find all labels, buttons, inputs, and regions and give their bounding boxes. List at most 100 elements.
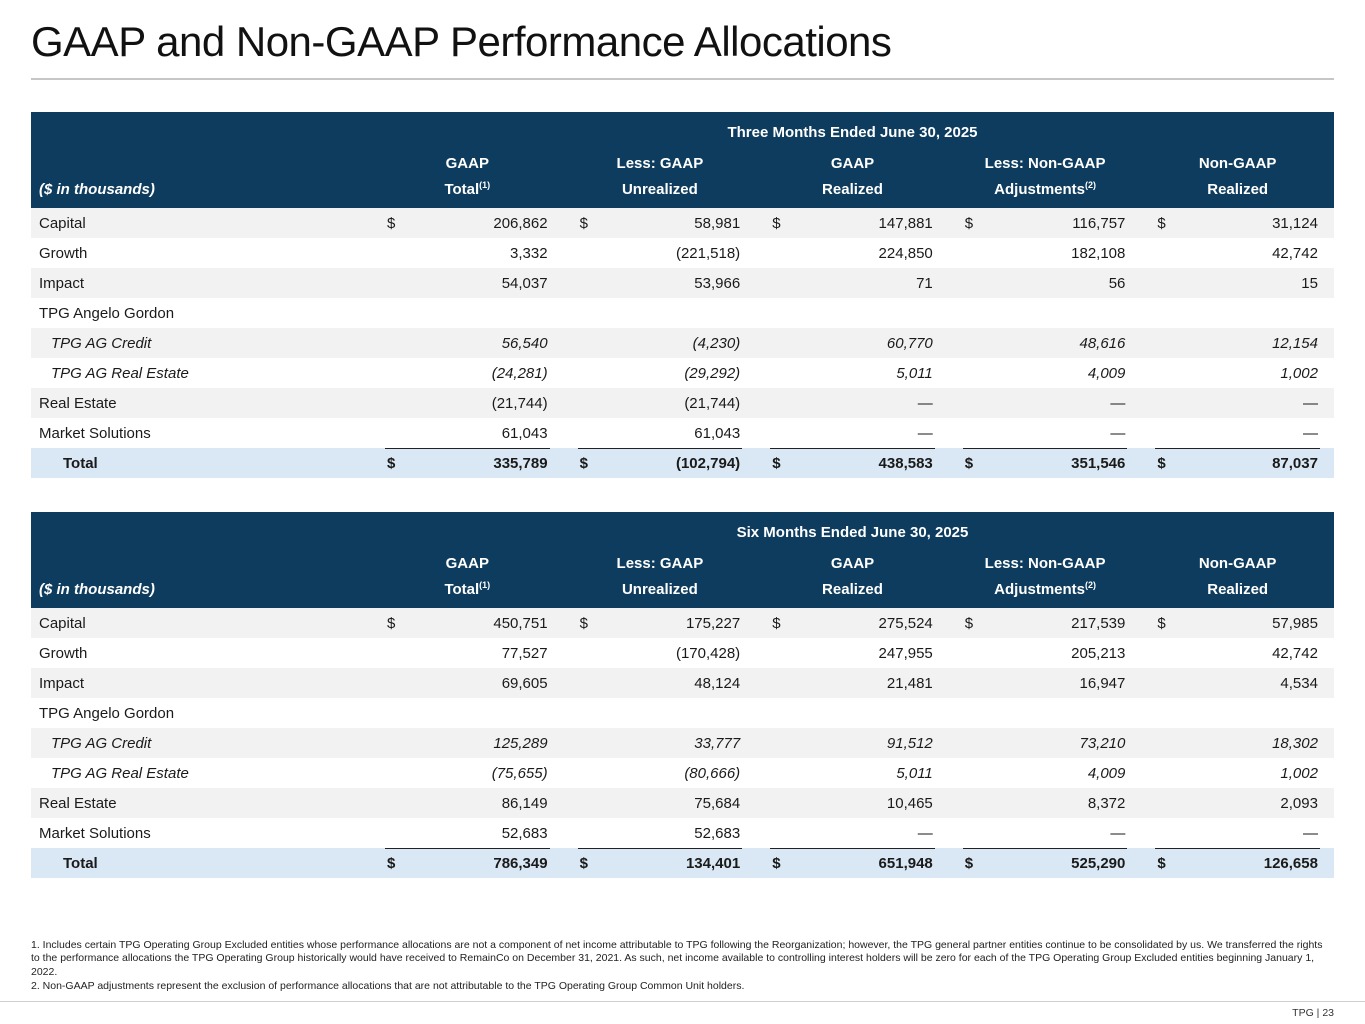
cell-value: 3,332 [510,244,548,262]
column-header: GAAP Realized [770,155,935,200]
value-cell: (21,744) [385,388,550,418]
column-header: GAAP Total(1) [385,555,550,600]
column-header: Non-GAAP Realized [1155,155,1320,200]
value-cell: 52,683 [578,818,743,848]
cell-value: 61,043 [501,424,548,442]
dollar-sign: $ [579,214,588,232]
cell-value: 52,683 [501,824,548,842]
value-cell: 3,332 [385,238,550,268]
value-cell: $335,789 [385,448,550,478]
value-cell: 2,093 [1155,788,1320,818]
value-cell: 4,534 [1155,668,1320,698]
column-header-line2: Unrealized [621,581,698,598]
footnote-marker: (2) [1085,580,1096,590]
value-cell [385,298,550,328]
cell-value: (170,428) [675,644,741,662]
value-cell: 86,149 [385,788,550,818]
cell-value: — [917,394,933,412]
title-divider [31,78,1334,80]
value-cell: $126,658 [1155,848,1320,878]
cell-value: 53,966 [694,274,741,292]
value-cell: — [770,388,935,418]
value-cell: $116,757 [963,208,1128,238]
value-cell: 61,043 [385,418,550,448]
dollar-sign: $ [964,214,974,232]
page-title: GAAP and Non-GAAP Performance Allocation… [31,18,892,65]
value-cell: (80,666) [578,758,743,788]
value-cell: 182,108 [963,238,1128,268]
table-period-title: Six Months Ended June 30, 2025 [736,524,969,541]
column-header-line1: Non-GAAP [1198,155,1277,172]
dollar-sign: $ [964,614,974,632]
value-cell: (170,428) [578,638,743,668]
value-cell: 69,605 [385,668,550,698]
row-label: Growth [39,244,88,262]
value-cell: $450,751 [385,608,550,638]
value-cell: — [1155,418,1320,448]
value-cell: (24,281) [385,358,550,388]
units-label: ($ in thousands) [39,581,155,598]
column-header: Less: Non-GAAP Adjustments(2) [963,555,1128,600]
dollar-sign: $ [1157,455,1166,472]
value-cell: 18,302 [1155,728,1320,758]
cell-value: 5,011 [896,764,933,782]
value-cell: 42,742 [1155,238,1320,268]
dollar-sign: $ [1157,614,1166,632]
value-cell [770,698,935,728]
cell-value: (21,744) [684,394,741,412]
value-cell: 12,154 [1155,328,1320,358]
value-cell: (21,744) [578,388,743,418]
table-header: Three Months Ended June 30, 2025 ($ in th… [31,112,1334,208]
cell-value: 91,512 [886,734,933,752]
value-cell: $351,546 [962,448,1128,478]
cell-value: 1,002 [1280,764,1318,782]
cell-value: 335,789 [493,455,548,472]
total-row: Total $786,349 $134,401 $651,948 $525,290 $12… [31,848,1334,878]
value-cell: $87,037 [1155,448,1320,478]
cell-value: (29,292) [684,364,741,382]
cell-value: 4,009 [1087,364,1126,382]
column-header-line1: Non-GAAP [1198,555,1277,572]
row-label: TPG Angelo Gordon [39,704,175,722]
page-footer: TPG | 23 [1292,1007,1334,1019]
value-cell: 1,002 [1155,758,1320,788]
cell-value: 438,583 [878,455,933,472]
table-row: Market Solutions 52,683 52,683 — — — [31,818,1334,848]
cell-value: 116,757 [1072,214,1126,232]
dollar-sign: $ [964,455,974,472]
cell-value: 15 [1301,274,1318,292]
value-cell: 77,527 [385,638,550,668]
column-header: GAAP Total(1) [385,155,550,200]
value-cell: $57,985 [1155,608,1320,638]
value-cell: $275,524 [770,608,935,638]
value-cell: (75,655) [385,758,550,788]
value-cell: $134,401 [577,848,743,878]
column-header-line2: Realized [822,181,883,198]
row-label: Real Estate [39,794,117,812]
cell-value: 77,527 [501,644,548,662]
row-label: TPG AG Credit [51,734,152,752]
cell-value: 54,037 [501,274,548,292]
value-cell: 52,683 [385,818,550,848]
cell-value: — [1302,394,1318,412]
dollar-sign: $ [579,455,588,472]
row-label: Growth [39,644,88,662]
column-header-line1: GAAP [445,155,489,172]
footnote-marker: (1) [479,580,491,590]
cell-value: (75,655) [491,764,548,782]
value-cell: $525,290 [962,848,1128,878]
cell-value: — [917,824,933,842]
column-header-line1: Less: Non-GAAP [984,155,1106,172]
value-cell: $651,948 [770,848,935,878]
value-cell: $31,124 [1155,208,1320,238]
value-cell [1155,298,1320,328]
value-cell: 33,777 [578,728,743,758]
table-body: Capital $206,862 $58,981 $147,881 $116,757 $3… [31,208,1334,478]
value-cell [578,298,743,328]
column-header-line2: Realized [1207,581,1269,598]
cell-value: 42,742 [1272,644,1318,662]
row-label: Capital [39,214,86,232]
dollar-sign: $ [1157,855,1166,872]
column-header-line1: Less: GAAP [616,555,704,572]
column-header: GAAP Realized [770,555,935,600]
